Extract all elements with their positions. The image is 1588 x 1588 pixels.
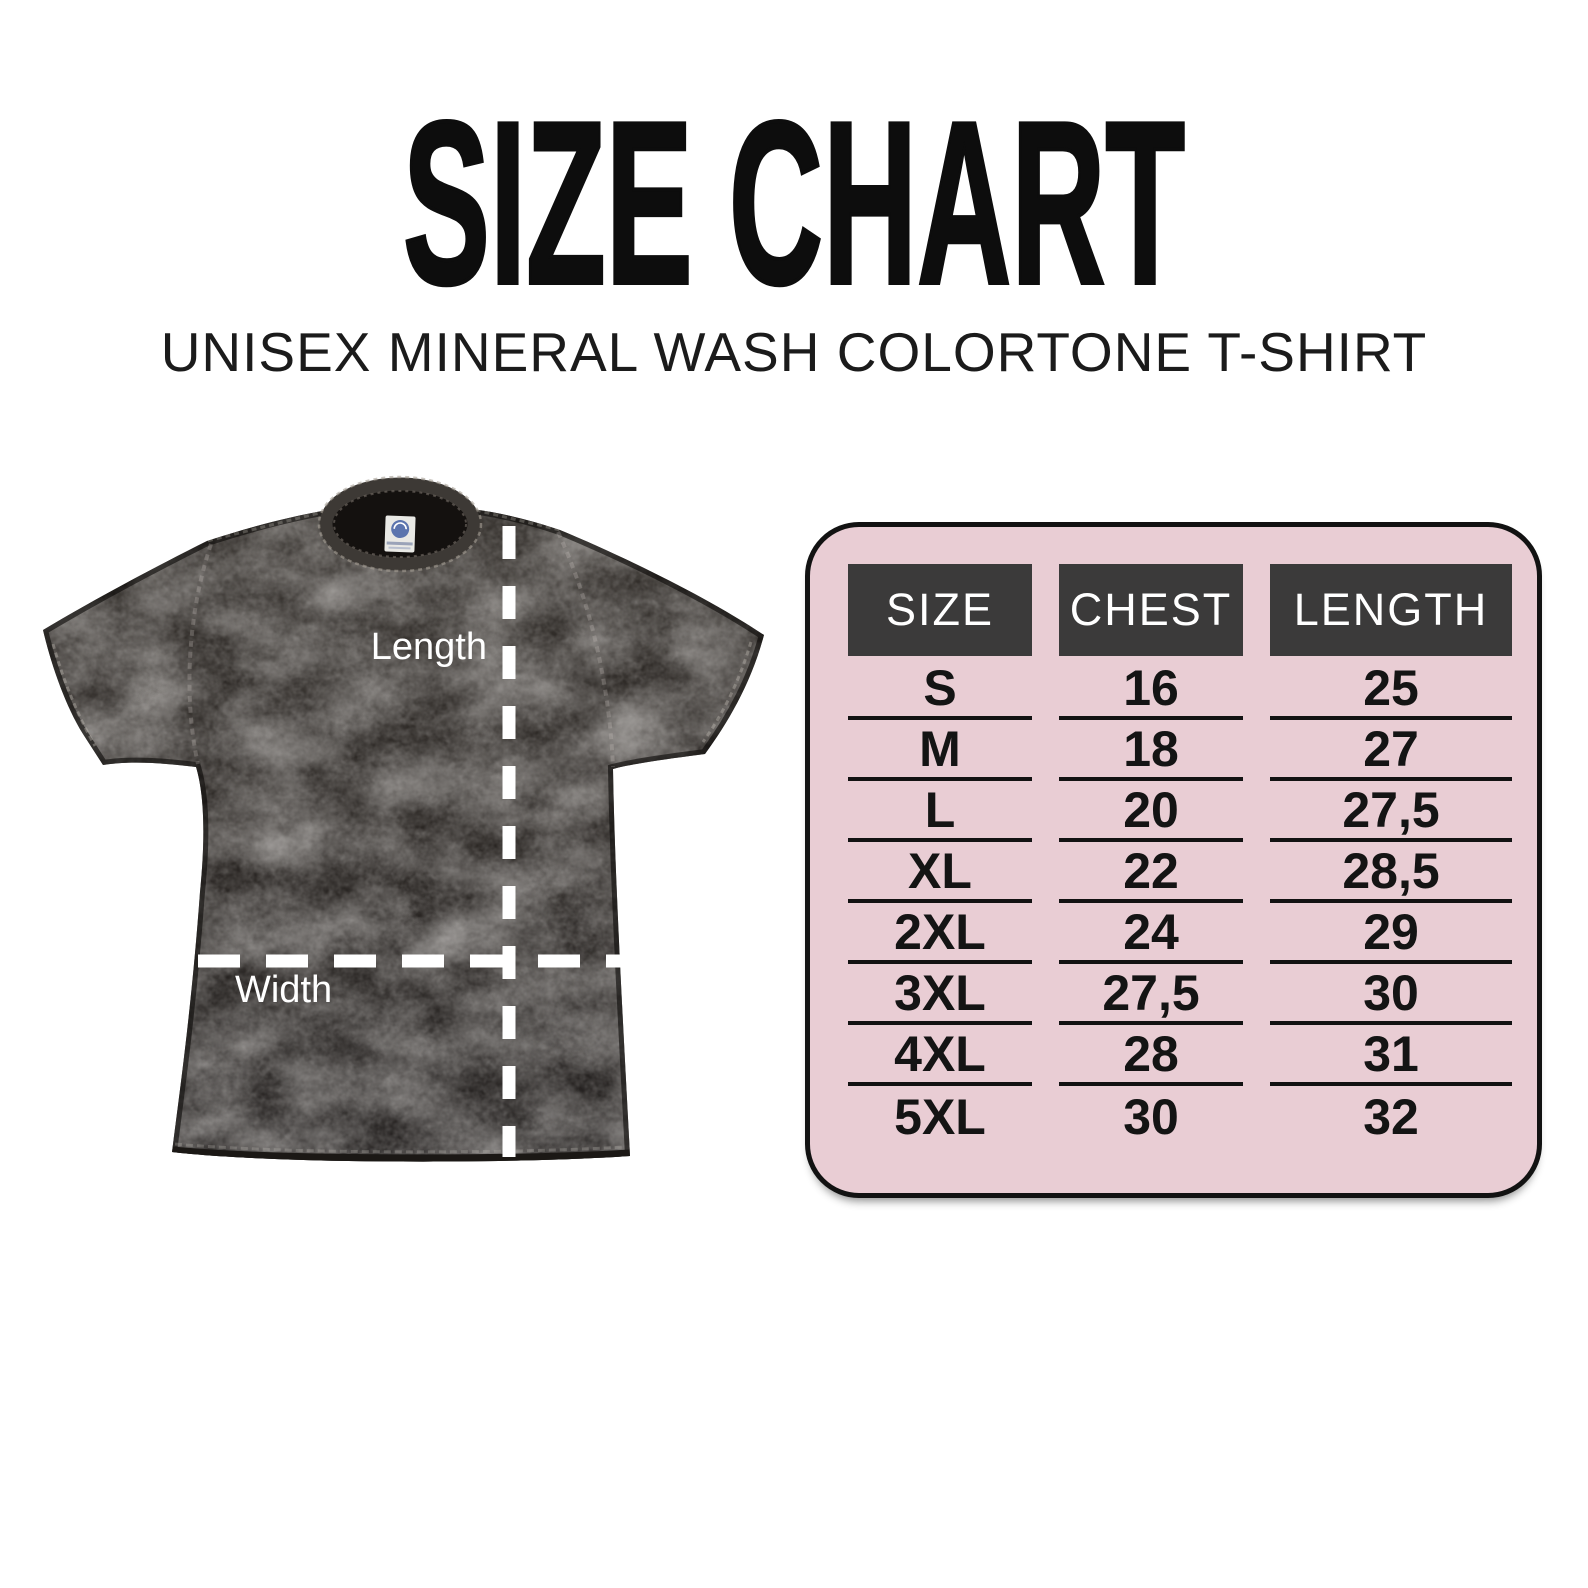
length-label: Length — [371, 626, 487, 668]
table-cell: 28 — [1059, 1025, 1243, 1086]
table-cell: M — [848, 720, 1032, 781]
table-cell: 32 — [1363, 1088, 1419, 1145]
width-label: Width — [235, 969, 332, 1011]
column-header-size: SIZE — [848, 564, 1032, 656]
table-cell: 27 — [1270, 720, 1512, 781]
page-title: SIZE CHART — [403, 78, 1185, 298]
table-cell: XL — [848, 842, 1032, 903]
table-cell: 28,5 — [1270, 842, 1512, 903]
table-body: S 16 25 M 18 27 L 20 27,5 XL 22 28,5 2XL 24 29 3XL 27,5 3… — [848, 659, 1537, 1147]
table-cell: 5XL — [894, 1088, 986, 1145]
table-cell: 2XL — [848, 903, 1032, 964]
table-cell: 16 — [1059, 659, 1243, 720]
table-cell: 22 — [1059, 842, 1243, 903]
tshirt-diagram: Length Width — [43, 475, 764, 1162]
table-cell: 20 — [1059, 781, 1243, 842]
table-cell: 30 — [1123, 1088, 1179, 1145]
table-cell: 18 — [1059, 720, 1243, 781]
tshirt-shape: Length Width — [43, 475, 764, 1162]
page-subtitle: UNISEX MINERAL WASH COLORTONE T-SHIRT — [160, 321, 1428, 383]
table-header-row: SIZE CHEST LENGTH — [848, 564, 1537, 656]
column-header-length: LENGTH — [1270, 564, 1512, 656]
table-cell: 24 — [1059, 903, 1243, 964]
table-cell: L — [848, 781, 1032, 842]
table-cell: 31 — [1270, 1025, 1512, 1086]
table-cell: S — [848, 659, 1032, 720]
column-header-chest: CHEST — [1059, 564, 1243, 656]
size-table-panel: SIZE CHEST LENGTH S 16 25 M 18 27 L 20 27,5 XL 22 28,… — [805, 522, 1542, 1198]
table-cell: 30 — [1270, 964, 1512, 1025]
brand-tag — [384, 515, 416, 553]
collar — [317, 475, 483, 573]
table-cell: 3XL — [848, 964, 1032, 1025]
table-cell: 4XL — [848, 1025, 1032, 1086]
table-cell: 25 — [1270, 659, 1512, 720]
table-cell: 27,5 — [1270, 781, 1512, 842]
table-cell: 27,5 — [1059, 964, 1243, 1025]
page-title-wrap: SIZE CHART — [401, 78, 1187, 298]
table-cell: 29 — [1270, 903, 1512, 964]
